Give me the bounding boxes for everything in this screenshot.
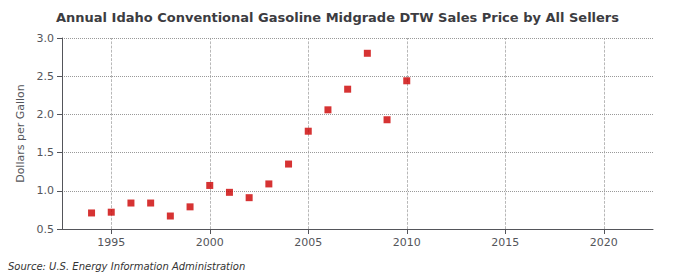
svg-text:2.5: 2.5 (37, 70, 55, 83)
svg-text:1995: 1995 (97, 236, 125, 249)
svg-text:2015: 2015 (491, 236, 519, 249)
svg-text:Annual Idaho Conventional Gaso: Annual Idaho Conventional Gasoline Midgr… (56, 10, 619, 25)
svg-text:0.5: 0.5 (37, 223, 55, 236)
svg-text:1.5: 1.5 (37, 146, 55, 159)
svg-text:2005: 2005 (294, 236, 322, 249)
svg-text:Dollars per Gallon: Dollars per Gallon (14, 84, 27, 183)
svg-text:2020: 2020 (590, 236, 618, 249)
svg-text:3.0: 3.0 (37, 32, 55, 45)
svg-text:2000: 2000 (196, 236, 224, 249)
svg-text:Source: U.S. Energy Informatio: Source: U.S. Energy Information Administ… (8, 261, 245, 272)
svg-text:1.0: 1.0 (37, 184, 55, 197)
svg-text:2010: 2010 (393, 236, 421, 249)
svg-text:2.0: 2.0 (37, 108, 55, 121)
